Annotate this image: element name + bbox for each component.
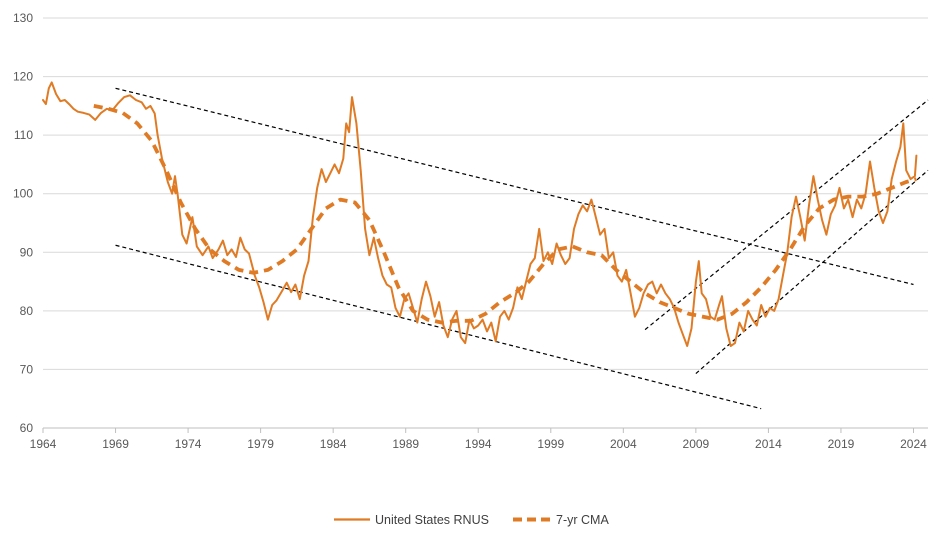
x-tick-label: 2009: [683, 437, 710, 451]
x-axis-tick-labels: 1964 1969 1974 1979 1984 1989 1994 1999 2004 2009…: [30, 437, 928, 451]
trend-line-lower-channel-1: [115, 244, 762, 410]
x-tick-label: 2004: [610, 437, 637, 451]
series-line-7yr-cma: [93, 104, 917, 325]
y-axis-tick-labels: 60 70 80 90 100 110 120 130: [13, 11, 33, 435]
x-tick-label: 2014: [755, 437, 782, 451]
series-lines: [42, 81, 918, 347]
y-tick-label: 120: [13, 70, 33, 84]
legend-label-cma: 7-yr CMA: [556, 513, 609, 527]
trend-line-lower-channel-2: [695, 169, 929, 374]
y-tick-label: 80: [20, 304, 34, 318]
legend-label-rnus: United States RNUS: [375, 513, 489, 527]
x-tick-label: 2019: [828, 437, 855, 451]
x-tick-label: 1969: [102, 437, 129, 451]
y-tick-label: 70: [20, 362, 34, 376]
x-tick-label: 1979: [247, 437, 274, 451]
y-tick-label: 90: [20, 245, 34, 259]
x-tick-label: 1964: [30, 437, 57, 451]
x-tick-label: 1974: [175, 437, 202, 451]
gridlines: [43, 17, 928, 370]
trend-channel-lines: [115, 87, 929, 410]
trend-line-upper-channel-1: [115, 87, 914, 286]
x-tick-label: 1999: [537, 437, 564, 451]
x-axis: [42, 427, 928, 433]
x-tick-label: 1989: [392, 437, 419, 451]
y-tick-label: 110: [14, 128, 33, 142]
y-tick-label: 130: [13, 11, 33, 25]
x-tick-label: 1984: [320, 437, 347, 451]
x-tick-label: 1994: [465, 437, 492, 451]
legend: United States RNUS 7-yr CMA: [334, 513, 609, 527]
x-tick-label: 2024: [900, 437, 927, 451]
y-tick-label: 60: [20, 421, 34, 435]
trend-line-upper-channel-2: [644, 99, 929, 331]
y-tick-label: 100: [13, 187, 33, 201]
series-line-rnus: [42, 81, 918, 347]
